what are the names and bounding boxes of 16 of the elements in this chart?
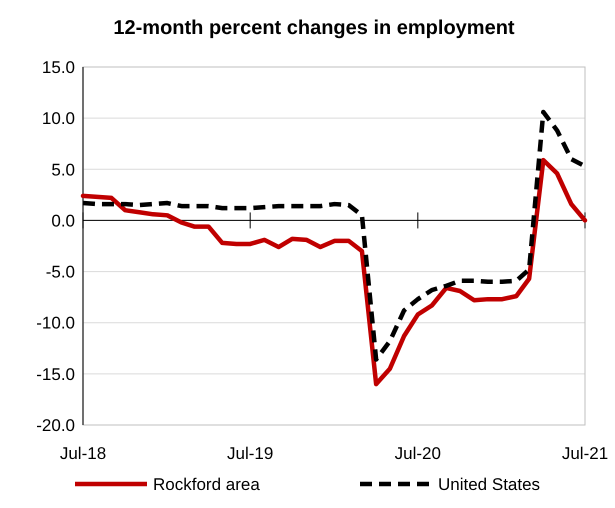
- x-tick-label: Jul-20: [394, 444, 441, 463]
- x-tick-label: Jul-19: [227, 444, 274, 463]
- y-tick-label: -15.0: [36, 364, 75, 384]
- y-tick-label: 10.0: [42, 109, 75, 128]
- x-tick-label: Jul-18: [60, 444, 106, 463]
- x-tick-label: Jul-21: [562, 444, 608, 463]
- y-tick-label: -20.0: [36, 416, 75, 435]
- line-series: [80, 158, 588, 386]
- chart-title: 12-month percent changes in employment: [113, 17, 515, 39]
- y-tick-label: 15.0: [42, 58, 75, 77]
- y-tick-label: -5.0: [46, 262, 75, 282]
- y-tick-label: 0.0: [51, 211, 75, 230]
- y-tick-label: -10.0: [36, 314, 75, 333]
- legend-label: United States: [438, 475, 540, 494]
- y-tick-label: 5.0: [51, 160, 75, 180]
- legend-label: Rockford area: [153, 475, 260, 494]
